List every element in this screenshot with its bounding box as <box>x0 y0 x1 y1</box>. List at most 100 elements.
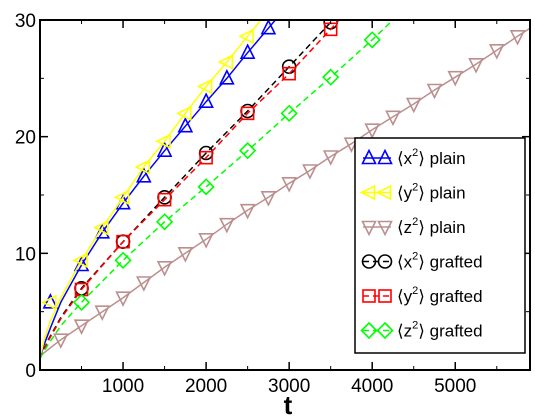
x-tick-label: 3000 <box>268 376 310 397</box>
data-point <box>239 203 256 220</box>
x-tick-label: 1000 <box>102 376 144 397</box>
legend-marker <box>361 148 377 165</box>
data-point <box>280 104 298 122</box>
data-point <box>197 178 215 196</box>
legend-box <box>354 137 526 354</box>
data-point <box>426 83 443 100</box>
data-point <box>219 217 235 234</box>
data-point <box>509 30 526 46</box>
data-point <box>72 293 91 311</box>
data-point <box>136 167 152 183</box>
legend-label: ⟨x2⟩ grafted <box>397 251 483 272</box>
series-line <box>40 20 277 359</box>
legend-entry: ⟨x2⟩ grafted <box>361 251 483 272</box>
data-point <box>116 234 130 249</box>
data-point <box>156 261 173 277</box>
legend-marker <box>361 220 377 237</box>
data-point <box>468 58 484 74</box>
series-line <box>40 20 335 359</box>
data-point <box>260 20 277 35</box>
data-point <box>217 54 234 70</box>
data-point <box>281 177 297 193</box>
data-point <box>322 150 339 166</box>
data-point <box>198 233 214 249</box>
data-point <box>447 70 464 87</box>
data-point <box>282 66 296 81</box>
data-point <box>92 219 109 236</box>
data-point <box>41 294 57 311</box>
series-2 <box>40 20 262 359</box>
data-point <box>94 223 111 239</box>
legend: ⟨x2⟩ plain ⟨y2⟩ plain ⟨z2⟩ plain ⟨x2⟩ graft… <box>354 137 526 354</box>
legend-label: ⟨x2⟩ plain <box>397 147 466 168</box>
series-line <box>40 20 340 359</box>
legend-marker <box>359 184 376 201</box>
data-point <box>72 252 88 269</box>
legend-marker <box>378 289 392 303</box>
data-point <box>155 133 171 150</box>
legend-label: ⟨z2⟩ grafted <box>397 320 483 341</box>
legend-label: ⟨z2⟩ plain <box>397 216 466 237</box>
x-tick-label: 4000 <box>351 376 393 397</box>
legend-marker <box>377 254 393 269</box>
data-point <box>364 123 380 139</box>
legend-marker <box>375 184 392 201</box>
x-axis-title: t <box>284 390 293 418</box>
data-point <box>238 28 254 45</box>
data-point <box>240 106 255 121</box>
data-point <box>73 255 90 272</box>
data-point <box>114 251 132 269</box>
data-point <box>405 97 422 114</box>
data-point <box>156 141 173 157</box>
data-point <box>157 192 172 207</box>
data-point <box>219 69 235 85</box>
data-point <box>363 31 381 49</box>
data-point <box>42 293 59 309</box>
y-tick-label: 20 <box>15 128 36 149</box>
legend-marker <box>361 254 377 269</box>
legend-marker <box>377 220 393 237</box>
x-tick-label: 2000 <box>185 376 227 397</box>
legend-entry: ⟨x2⟩ plain <box>361 147 466 168</box>
data-point <box>239 43 256 59</box>
x-tick-label: 5000 <box>434 376 476 397</box>
data-point <box>177 116 194 133</box>
series-3 <box>40 27 530 357</box>
legend-marker <box>376 321 394 340</box>
legend-marker <box>360 321 378 340</box>
data-point <box>52 333 69 349</box>
legend-label: ⟨y2⟩ grafted <box>397 285 483 306</box>
data-point <box>176 105 192 122</box>
data-point <box>196 78 213 95</box>
series-line <box>40 20 262 359</box>
series-5 <box>40 20 340 359</box>
legend-marker <box>362 289 376 303</box>
data-point <box>302 164 318 180</box>
data-point <box>322 68 340 86</box>
data-point <box>115 291 131 307</box>
legend-entry: ⟨y2⟩ grafted <box>362 285 483 306</box>
data-point <box>113 189 130 206</box>
legend-marker <box>377 148 393 165</box>
legend-entry: ⟨z2⟩ grafted <box>360 320 483 341</box>
data-point <box>177 247 194 263</box>
data-point <box>198 92 214 108</box>
data-point <box>136 276 152 292</box>
series-6 <box>40 20 394 359</box>
series-1 <box>40 20 277 359</box>
data-point <box>94 305 111 321</box>
data-point <box>199 150 213 165</box>
data-point <box>385 110 401 127</box>
data-point <box>238 142 257 160</box>
data-point <box>73 319 90 335</box>
data-point <box>260 191 277 207</box>
y-tick-label: 0 <box>25 361 36 382</box>
legend-label: ⟨y2⟩ plain <box>397 182 466 203</box>
series-line <box>40 27 530 357</box>
data-point <box>155 213 174 231</box>
legend-entry: ⟨z2⟩ plain <box>361 216 466 237</box>
data-point <box>134 159 151 175</box>
series-layer <box>40 20 530 359</box>
axis-layer: 1000 2000 3000 4000 5000 0 10 20 30 <box>15 11 530 397</box>
